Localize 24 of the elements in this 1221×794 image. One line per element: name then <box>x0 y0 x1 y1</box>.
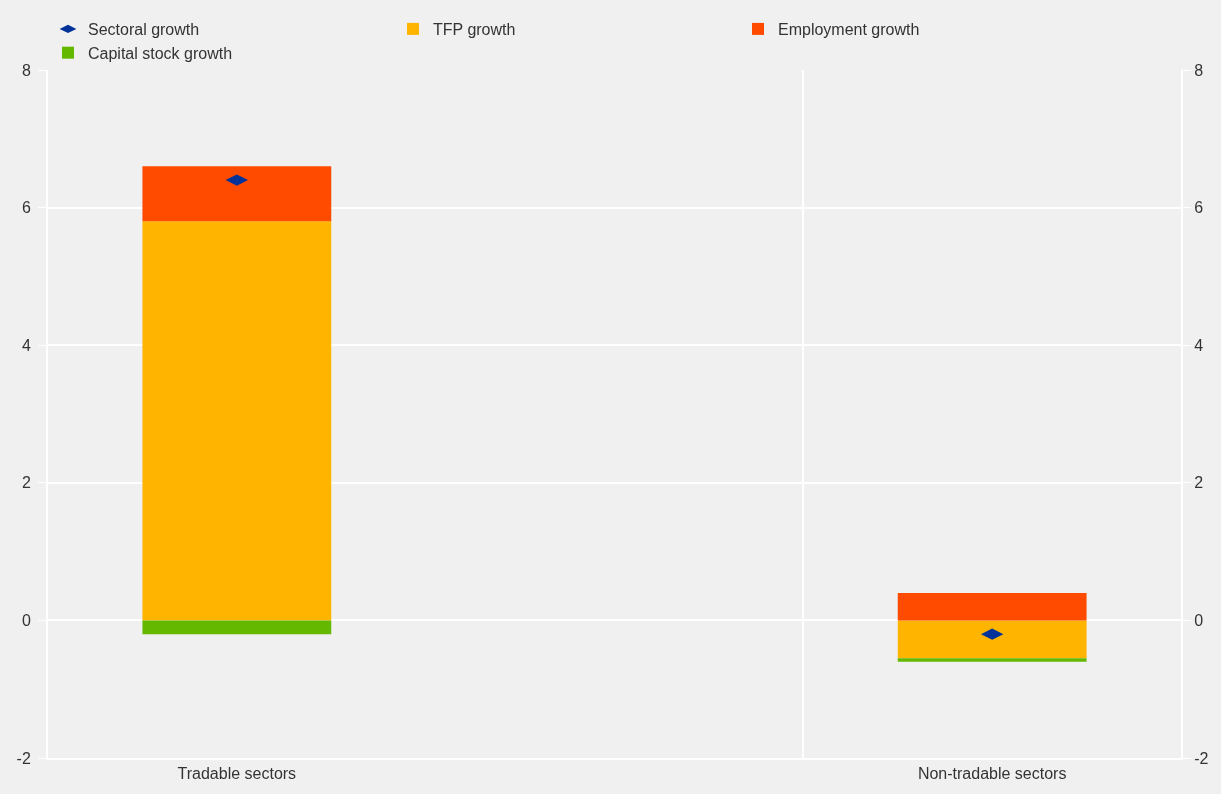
bar <box>897 620 1087 659</box>
y2-tick-label: 4 <box>1194 336 1204 354</box>
legend-label: Employment growth <box>778 21 920 39</box>
y-tick-label: 2 <box>21 474 31 492</box>
y-tick-label: 8 <box>21 61 31 79</box>
bar <box>142 221 332 621</box>
y2-tick-label: 6 <box>1194 199 1204 217</box>
x-tick-label: Tradable sectors <box>177 765 297 783</box>
bar <box>142 620 332 635</box>
y2-tick-label: 8 <box>1194 61 1204 79</box>
y2-tick-label: 0 <box>1194 612 1204 629</box>
bar <box>897 658 1087 662</box>
y-tick-label: 4 <box>21 336 31 354</box>
x-tick-label: Non-tradable sectors <box>917 765 1067 783</box>
bar <box>142 166 332 222</box>
y2-tick-label: -2 <box>1194 749 1209 767</box>
y2-tick-label: 2 <box>1194 474 1204 492</box>
legend-label: Sectoral growth <box>88 21 200 39</box>
legend-label: Capital stock growth <box>88 44 233 62</box>
bar <box>897 592 1087 621</box>
y-tick-label: 0 <box>21 612 31 629</box>
y-tick-label: 6 <box>21 199 31 217</box>
y-tick-label: -2 <box>16 749 31 767</box>
legend-label: TFP growth <box>433 21 516 39</box>
